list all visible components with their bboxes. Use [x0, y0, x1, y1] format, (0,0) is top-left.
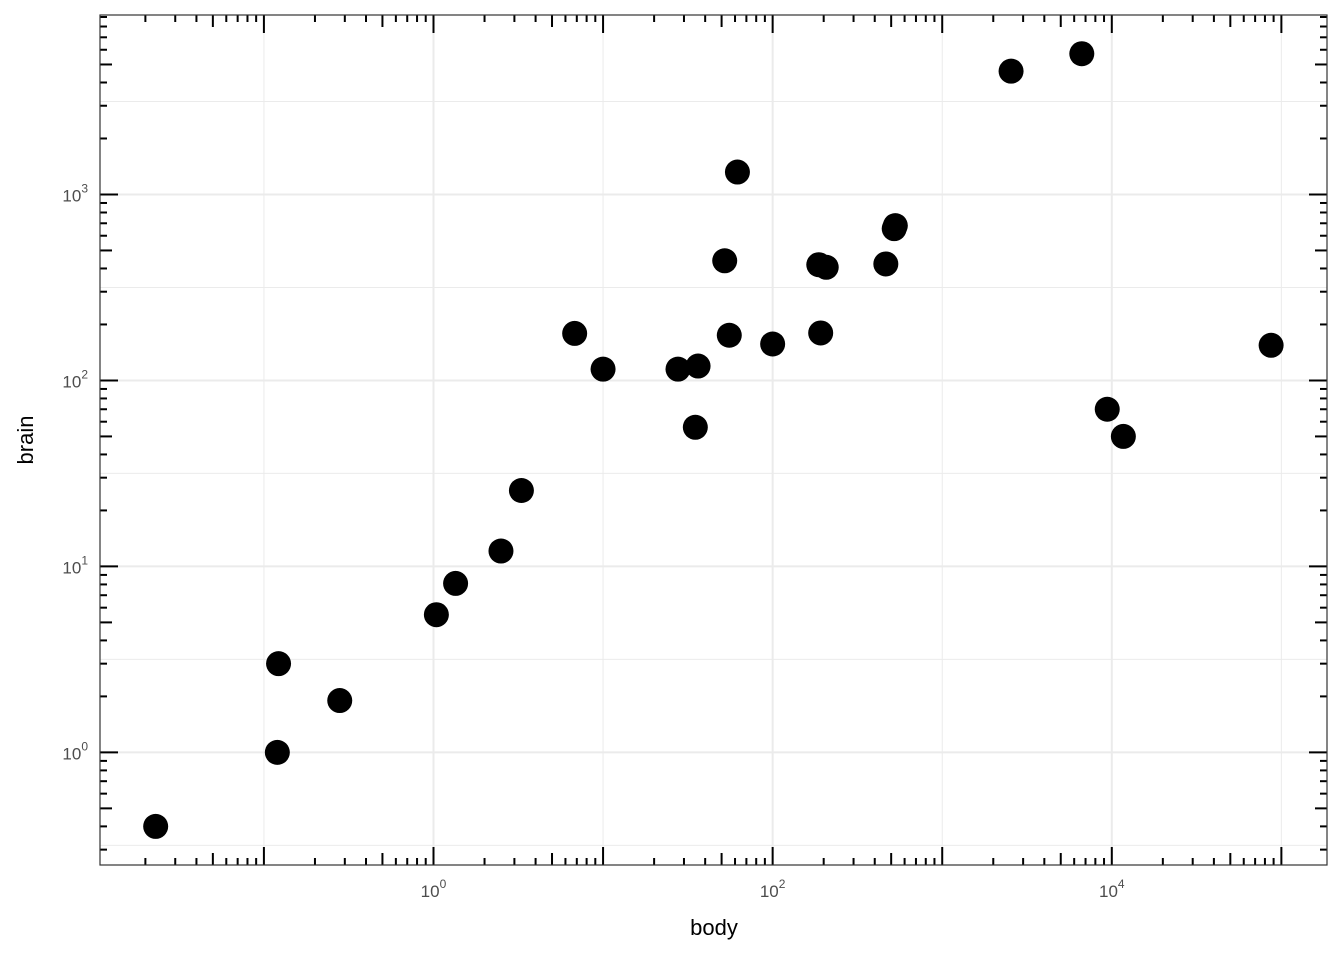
point: [1258, 332, 1284, 358]
x-axis-title: body: [690, 915, 738, 940]
tick-exponent: 3: [81, 182, 88, 196]
tick-exponent: 4: [1118, 877, 1125, 891]
panel-border: [99, 14, 1328, 866]
point: [665, 356, 691, 382]
y-tick-label: 101: [62, 554, 88, 578]
tick-base: 10: [62, 373, 81, 392]
tick-base: 10: [1099, 882, 1118, 901]
point: [1069, 41, 1095, 67]
point: [882, 213, 908, 239]
point: [873, 251, 899, 277]
tick-base: 10: [62, 187, 81, 206]
y-tick-label: 102: [62, 368, 88, 392]
tick-exponent: 0: [440, 877, 447, 891]
point: [716, 322, 742, 348]
tick-exponent: 2: [81, 368, 88, 382]
tick-exponent: 1: [81, 554, 88, 568]
point: [562, 320, 588, 346]
point: [590, 356, 616, 382]
point: [808, 320, 834, 346]
point: [712, 248, 738, 274]
point: [682, 414, 708, 440]
x-tick-label: 104: [1099, 877, 1125, 901]
tick-base: 10: [760, 882, 779, 901]
point: [1094, 396, 1120, 422]
y-axis-title: brain: [13, 416, 38, 465]
point: [998, 58, 1024, 84]
point: [423, 602, 449, 628]
point: [685, 353, 711, 379]
point: [264, 739, 290, 765]
point: [143, 813, 169, 839]
point: [813, 254, 839, 280]
point: [508, 477, 534, 503]
tick-base: 10: [62, 745, 81, 764]
tick-exponent: 2: [779, 877, 786, 891]
point: [488, 538, 514, 564]
x-tick-label: 102: [760, 877, 786, 901]
point: [724, 159, 750, 185]
x-tick-label: 100: [421, 877, 447, 901]
point: [327, 688, 353, 714]
tick-exponent: 0: [81, 740, 88, 754]
y-tick-label: 103: [62, 182, 88, 206]
tick-base: 10: [421, 882, 440, 901]
point: [266, 651, 292, 677]
tick-base: 10: [62, 559, 81, 578]
y-tick-label: 100: [62, 740, 88, 764]
point: [760, 331, 786, 357]
point: [1110, 423, 1136, 449]
point: [443, 570, 469, 596]
